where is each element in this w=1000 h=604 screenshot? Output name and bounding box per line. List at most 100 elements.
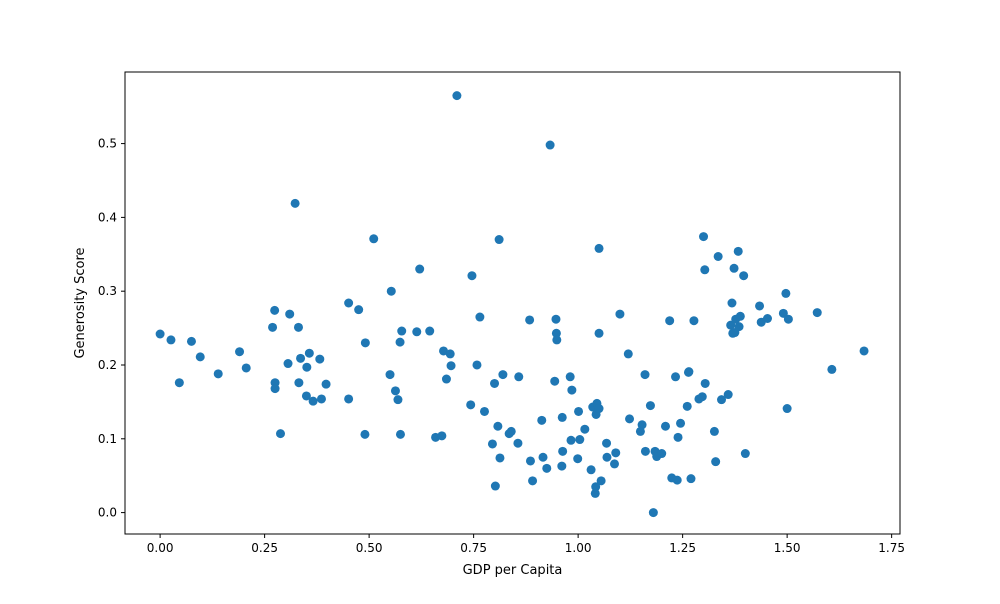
data-point xyxy=(558,446,568,456)
data-point xyxy=(490,378,500,388)
y-axis-label: Generosity Score xyxy=(73,247,88,358)
data-point xyxy=(344,394,354,404)
data-point xyxy=(513,438,523,448)
data-point xyxy=(166,335,176,345)
data-point xyxy=(412,327,422,337)
data-point xyxy=(467,271,477,281)
data-point xyxy=(174,378,184,388)
data-point xyxy=(270,305,280,315)
data-point xyxy=(293,322,303,332)
data-point xyxy=(645,401,655,411)
data-point xyxy=(276,429,285,439)
data-point xyxy=(446,361,456,371)
data-point xyxy=(395,429,405,439)
data-point xyxy=(390,386,400,396)
data-point xyxy=(596,476,606,486)
data-point xyxy=(575,435,585,445)
y-tick-label: 0.5 xyxy=(98,137,117,151)
data-point xyxy=(393,395,403,405)
data-point xyxy=(637,420,647,430)
x-tick-label: 0.50 xyxy=(356,541,383,555)
data-point xyxy=(739,271,749,281)
data-point xyxy=(672,475,682,485)
data-point xyxy=(565,372,575,382)
y-axis-ticks: 0.0 0.1 0.2 0.3 0.4 0.5 xyxy=(98,137,125,520)
data-point xyxy=(740,449,750,459)
data-point xyxy=(733,246,743,256)
data-point xyxy=(778,308,788,318)
data-point xyxy=(557,461,567,471)
data-point xyxy=(369,234,379,244)
data-point xyxy=(551,314,561,324)
data-point xyxy=(700,265,710,275)
data-point xyxy=(551,328,561,338)
data-point xyxy=(610,459,619,469)
y-tick-label: 0.2 xyxy=(98,358,117,372)
data-point xyxy=(573,454,583,464)
data-point xyxy=(640,370,650,380)
data-point xyxy=(386,286,396,296)
data-point xyxy=(586,465,596,475)
data-point xyxy=(360,338,370,348)
data-point xyxy=(344,298,354,308)
data-point xyxy=(302,362,312,372)
x-axis-ticks: 0.00 0.25 0.50 0.75 1.00 1.25 1.50 1.75 xyxy=(147,534,905,555)
data-point xyxy=(602,452,612,462)
data-point xyxy=(640,446,650,456)
data-point xyxy=(689,316,699,326)
data-point xyxy=(782,404,792,414)
data-point xyxy=(213,369,223,379)
data-point xyxy=(186,336,196,346)
data-point xyxy=(452,91,462,101)
data-point xyxy=(441,374,451,384)
data-point xyxy=(574,406,584,416)
data-point xyxy=(395,337,405,347)
data-point xyxy=(525,456,535,466)
data-point xyxy=(682,401,692,411)
data-point xyxy=(479,406,489,416)
data-point xyxy=(528,476,538,486)
data-point xyxy=(316,394,326,404)
data-point xyxy=(294,378,304,388)
data-point xyxy=(301,391,311,401)
data-point xyxy=(195,352,205,362)
data-points xyxy=(155,91,869,518)
x-tick-label: 0.75 xyxy=(460,541,487,555)
data-point xyxy=(495,453,505,463)
data-point xyxy=(827,364,837,374)
data-point xyxy=(494,235,504,245)
data-point xyxy=(472,360,482,370)
data-point xyxy=(594,404,604,414)
data-point xyxy=(466,400,476,410)
data-point xyxy=(755,301,765,311)
data-point xyxy=(591,482,601,492)
data-point xyxy=(354,305,364,315)
data-point xyxy=(155,329,165,339)
data-point xyxy=(397,326,407,336)
data-point xyxy=(437,431,447,441)
data-point xyxy=(285,309,295,319)
data-point xyxy=(648,508,658,518)
data-point xyxy=(734,322,744,332)
data-point xyxy=(567,385,577,395)
data-point xyxy=(594,243,604,253)
plot-frame xyxy=(124,71,901,535)
data-point xyxy=(550,376,560,386)
data-point xyxy=(783,314,793,324)
data-point xyxy=(514,372,524,382)
data-point xyxy=(545,140,555,150)
data-point xyxy=(270,384,280,394)
data-point xyxy=(304,348,314,358)
data-point xyxy=(611,448,621,458)
data-point xyxy=(762,314,772,323)
x-tick-label: 1.00 xyxy=(565,541,592,555)
data-point xyxy=(235,347,245,357)
data-point xyxy=(717,395,727,405)
data-point xyxy=(241,363,251,373)
data-point xyxy=(665,316,675,326)
data-point xyxy=(506,426,516,436)
y-tick-label: 0.3 xyxy=(98,284,117,298)
data-point xyxy=(726,320,736,330)
data-point xyxy=(727,298,737,308)
